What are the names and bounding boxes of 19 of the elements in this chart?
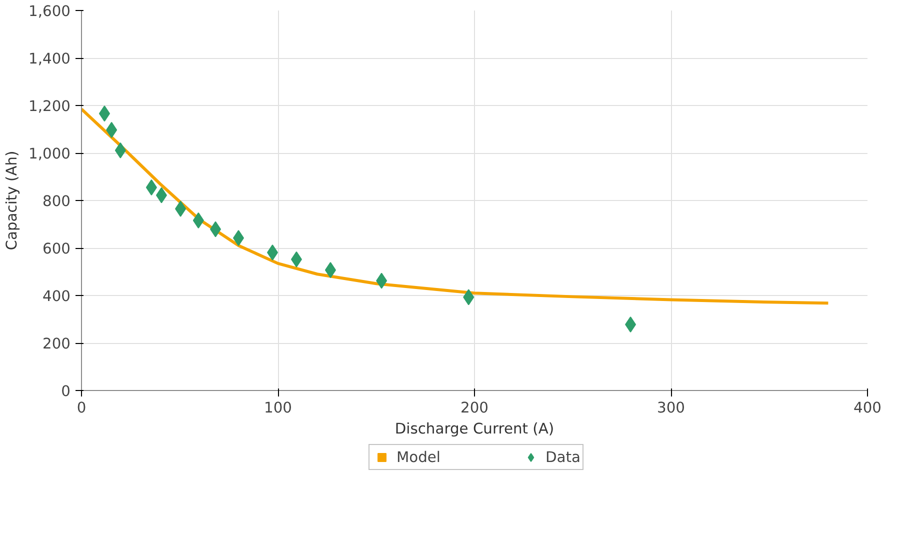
x-axis-title: Discharge Current (A) bbox=[394, 420, 554, 438]
x-tick-label: 400 bbox=[854, 400, 882, 416]
y-tick-label: 1,000 bbox=[28, 146, 71, 162]
x-tick-label: 300 bbox=[657, 400, 685, 416]
y-tick-label: 800 bbox=[42, 193, 71, 210]
y-tick-label: 600 bbox=[42, 240, 71, 258]
y-axis-title: Capacity (Ah) bbox=[4, 150, 21, 250]
line-series bbox=[82, 108, 830, 305]
y-tick-label: 200 bbox=[42, 336, 71, 352]
legend-label: Model bbox=[396, 448, 441, 466]
y-tick-label: 1,200 bbox=[28, 98, 71, 115]
y-tick-label: 1,400 bbox=[28, 50, 71, 68]
legend-label: Data bbox=[546, 448, 581, 466]
x-tick-label: 200 bbox=[460, 400, 488, 416]
x-tick-label: 0 bbox=[76, 400, 86, 416]
x-tick-label: 100 bbox=[264, 400, 292, 416]
y-tick-label: 0 bbox=[61, 383, 71, 400]
y-tick-label: 400 bbox=[42, 288, 71, 305]
y-tick-label: 1,600 bbox=[28, 3, 71, 20]
